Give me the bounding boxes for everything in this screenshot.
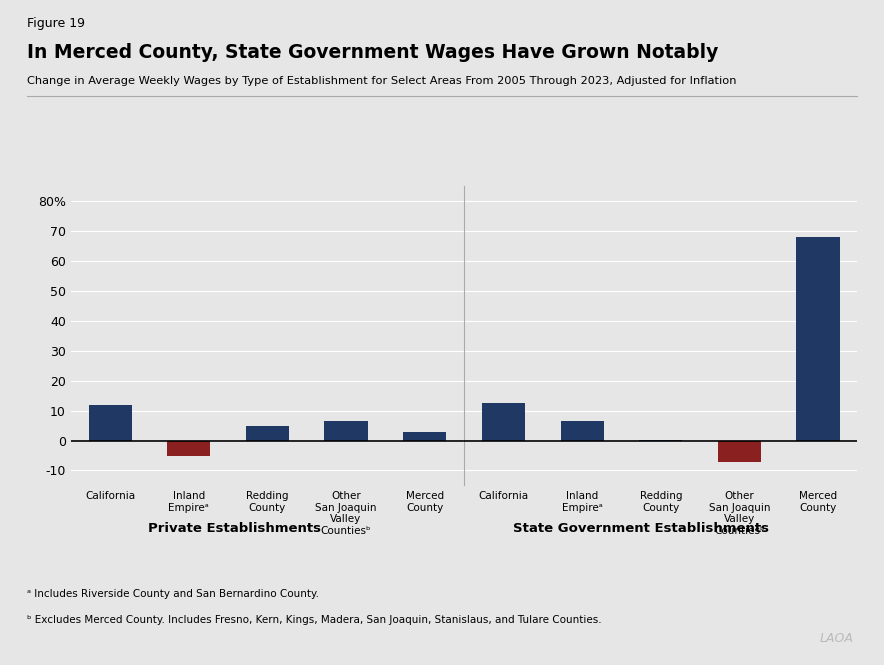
Text: State Government Establishments: State Government Establishments — [513, 522, 769, 535]
Text: ᵇ Excludes Merced County. Includes Fresno, Kern, Kings, Madera, San Joaquin, Sta: ᵇ Excludes Merced County. Includes Fresn… — [27, 615, 601, 625]
Bar — [482, 403, 525, 440]
Bar — [718, 440, 761, 462]
Text: In Merced County, State Government Wages Have Grown Notably: In Merced County, State Government Wages… — [27, 43, 718, 63]
Bar — [88, 404, 132, 440]
Bar — [560, 421, 604, 440]
Text: ᵃ Includes Riverside County and San Bernardino County.: ᵃ Includes Riverside County and San Bern… — [27, 589, 318, 598]
Bar — [246, 426, 289, 440]
Bar — [324, 421, 368, 440]
Text: LAOA: LAOA — [819, 632, 853, 645]
Bar — [403, 432, 446, 440]
Text: Figure 19: Figure 19 — [27, 17, 85, 30]
Bar — [167, 440, 210, 456]
Text: Change in Average Weekly Wages by Type of Establishment for Select Areas From 20: Change in Average Weekly Wages by Type o… — [27, 76, 736, 86]
Bar — [796, 237, 840, 440]
Text: Private Establishments: Private Establishments — [148, 522, 321, 535]
